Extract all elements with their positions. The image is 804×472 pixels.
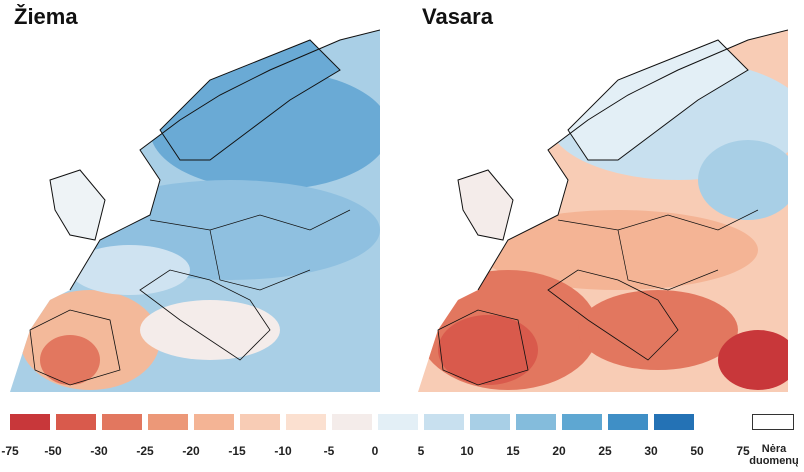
summer-map-panel: Vasara [418, 0, 788, 392]
winter-map-panel: Žiema [10, 0, 380, 392]
legend-label: 30 [644, 444, 658, 458]
legend-swatch [654, 414, 694, 430]
legend-swatch [286, 414, 326, 430]
legend-label: -20 [182, 444, 200, 458]
legend-label: 15 [506, 444, 520, 458]
legend-swatch [608, 414, 648, 430]
legend-label: 75 [736, 444, 750, 458]
legend-label: 50 [690, 444, 704, 458]
legend-label: 20 [552, 444, 566, 458]
legend-swatch [516, 414, 556, 430]
legend-swatch [194, 414, 234, 430]
legend-label: -15 [228, 444, 246, 458]
legend-swatch [148, 414, 188, 430]
legend-label: -30 [90, 444, 108, 458]
legend-label: -10 [274, 444, 292, 458]
legend-swatch [10, 414, 50, 430]
summer-map [418, 0, 788, 392]
legend-label: -25 [136, 444, 154, 458]
legend-label: -50 [44, 444, 62, 458]
legend-swatch [424, 414, 464, 430]
legend-label: 5 [417, 444, 425, 458]
winter-map [10, 0, 380, 392]
legend-swatch [56, 414, 96, 430]
legend-swatch [332, 414, 372, 430]
legend-label: 0 [371, 444, 379, 458]
no-data-swatch [752, 414, 794, 430]
legend-label: -75 [1, 444, 19, 458]
legend-label: 10 [460, 444, 474, 458]
legend-label: -5 [323, 444, 335, 458]
legend-swatch [102, 414, 142, 430]
legend-swatch [470, 414, 510, 430]
no-data-label: Nėra duomenų [749, 443, 799, 467]
summer-title: Vasara [422, 4, 493, 29]
legend-swatch [240, 414, 280, 430]
legend-swatch [562, 414, 602, 430]
legend-swatch [378, 414, 418, 430]
winter-title: Žiema [14, 4, 78, 29]
legend-label: 25 [598, 444, 612, 458]
